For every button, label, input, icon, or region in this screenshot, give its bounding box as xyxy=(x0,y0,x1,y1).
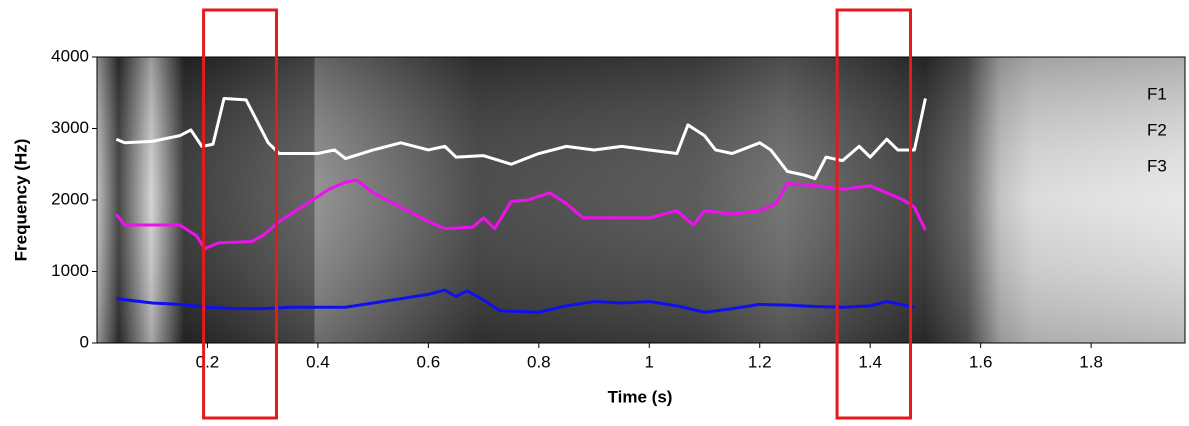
y-axis-label: Frequency (Hz) xyxy=(11,139,30,262)
series-label: F3 xyxy=(1147,156,1167,175)
x-tick-label: 0.6 xyxy=(417,352,441,371)
x-tick-label: 1 xyxy=(645,352,654,371)
formant-line xyxy=(115,178,927,251)
x-axis-label: Time (s) xyxy=(608,387,673,406)
x-tick-label: 1.6 xyxy=(969,352,993,371)
x-tick-label: 0.2 xyxy=(196,352,220,371)
series-label: F1 xyxy=(1147,84,1167,103)
series-label: F2 xyxy=(1147,120,1167,139)
x-tick-label: 1.2 xyxy=(748,352,772,371)
y-tick-label: 3000 xyxy=(51,118,89,137)
x-tick-label: 1.4 xyxy=(858,352,882,371)
x-tick-label: 1.8 xyxy=(1079,352,1103,371)
highlight-box xyxy=(835,8,913,420)
x-tick-label: 0.8 xyxy=(527,352,551,371)
y-tick-label: 2000 xyxy=(51,189,89,208)
y-tick-label: 1000 xyxy=(51,261,89,280)
highlight-box xyxy=(202,8,278,420)
spectrogram xyxy=(97,57,1185,343)
y-tick-label: 0 xyxy=(80,332,89,351)
y-tick-label: 4000 xyxy=(51,46,89,65)
formant-line xyxy=(115,96,927,181)
formant-line xyxy=(116,288,915,314)
x-tick-label: 0.4 xyxy=(306,352,330,371)
